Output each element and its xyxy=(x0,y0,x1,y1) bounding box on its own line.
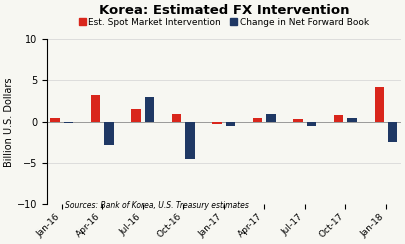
Y-axis label: Billion U.S. Dollars: Billion U.S. Dollars xyxy=(4,77,14,166)
Bar xyxy=(347,118,357,122)
Bar xyxy=(388,122,397,142)
Bar xyxy=(91,95,100,122)
Bar xyxy=(226,122,235,126)
Text: Sources: Bank of Korea, U.S. Treasury estimates: Sources: Bank of Korea, U.S. Treasury es… xyxy=(65,201,249,210)
Bar xyxy=(213,122,222,124)
Title: Korea: Estimated FX Intervention: Korea: Estimated FX Intervention xyxy=(99,4,349,17)
Bar xyxy=(145,97,154,122)
Legend: Est. Spot Market Intervention, Change in Net Forward Book: Est. Spot Market Intervention, Change in… xyxy=(75,14,373,30)
Bar xyxy=(334,115,343,122)
Bar xyxy=(253,118,262,122)
Bar xyxy=(132,109,141,122)
Bar xyxy=(50,118,60,122)
Bar xyxy=(294,119,303,122)
Bar xyxy=(172,113,181,122)
Bar xyxy=(375,87,384,122)
Bar xyxy=(104,122,114,145)
Bar xyxy=(185,122,195,159)
Bar xyxy=(307,122,316,126)
Bar xyxy=(266,113,276,122)
